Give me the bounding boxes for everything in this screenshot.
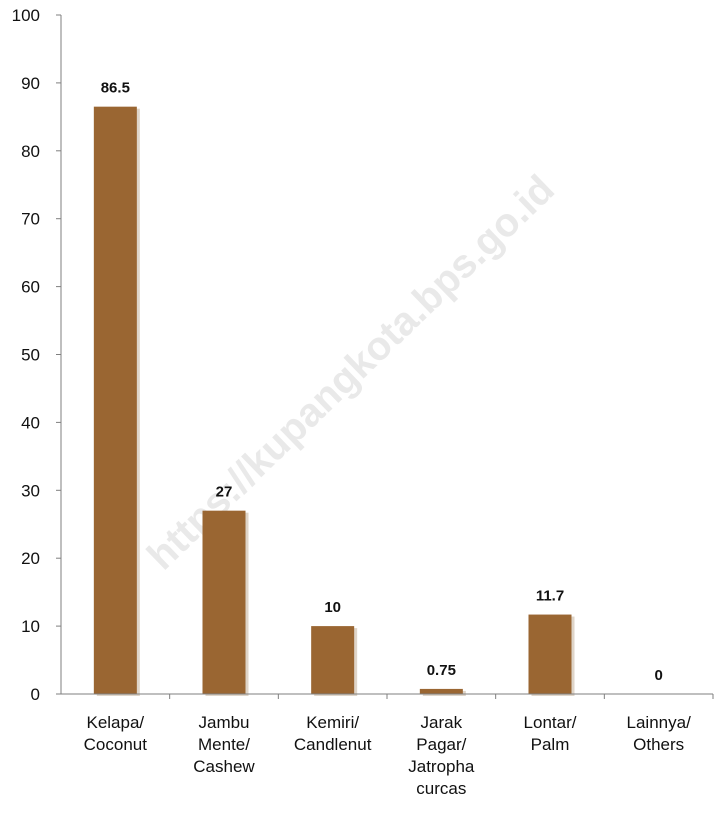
- bars: [93, 106, 575, 697]
- data-label: 0: [654, 667, 662, 684]
- category-label: Jambu Mente/Cashew: [193, 713, 255, 776]
- data-label: 0.75: [427, 662, 456, 679]
- y-tick-label: 50: [21, 346, 40, 365]
- y-tick-label: 90: [21, 74, 40, 93]
- category-label-line: Lontar/: [524, 713, 577, 732]
- category-label-line: Others: [633, 735, 684, 754]
- category-label-line: curcas: [416, 779, 466, 798]
- category-label-line: Kelapa/: [86, 713, 144, 732]
- category-label-line: Coconut: [84, 735, 148, 754]
- data-label: 27: [216, 484, 233, 501]
- x-category-labels: Kelapa/Coconut Jambu Mente/Cashew Kemiri/Ca…: [84, 694, 714, 798]
- y-tick-label: 10: [21, 617, 40, 636]
- data-label: 86.5: [101, 80, 130, 97]
- category-label-line: Cashew: [193, 757, 255, 776]
- category-label-line: Jarak: [421, 713, 463, 732]
- y-tick-label: 70: [21, 210, 40, 229]
- category-label: Kelapa/Coconut: [84, 713, 148, 754]
- category-label-line: Kemiri/: [306, 713, 359, 732]
- category-label-line: Jambu: [198, 713, 249, 732]
- y-tick-label: 80: [21, 142, 40, 161]
- category-label-line: Candlenut: [294, 735, 372, 754]
- category-label-line: Pagar/: [416, 735, 466, 754]
- y-tick-label: 40: [21, 413, 40, 432]
- category-label-line: Lainnya/: [627, 713, 692, 732]
- data-label: 10: [324, 599, 341, 616]
- bar: [93, 106, 137, 695]
- data-label: 11.7: [536, 588, 564, 605]
- category-label: Lainnya/Others: [627, 713, 692, 754]
- y-tick-label: 30: [21, 481, 40, 500]
- category-label-line: Palm: [531, 735, 570, 754]
- y-tick-label: 100: [12, 6, 40, 25]
- bar: [419, 688, 463, 694]
- category-label-line: Jatropha: [408, 757, 475, 776]
- bar: [311, 626, 355, 694]
- y-tick-label: 60: [21, 278, 40, 297]
- bar: [202, 510, 246, 694]
- y-tick-label: 20: [21, 549, 40, 568]
- category-label: Jarak Pagar/Jatropha curcas: [408, 713, 475, 798]
- category-label-line: Mente/: [198, 735, 250, 754]
- category-label: Kemiri/Candlenut: [294, 713, 372, 754]
- y-ticks: 0 10 20 30 40 50 60 70 80 90 100: [12, 6, 61, 704]
- y-tick-label: 0: [31, 685, 40, 704]
- bar: [528, 614, 572, 694]
- category-label: Lontar/Palm: [524, 713, 577, 754]
- data-labels: 86.5 27 10 0.75 11.7 0: [101, 80, 663, 684]
